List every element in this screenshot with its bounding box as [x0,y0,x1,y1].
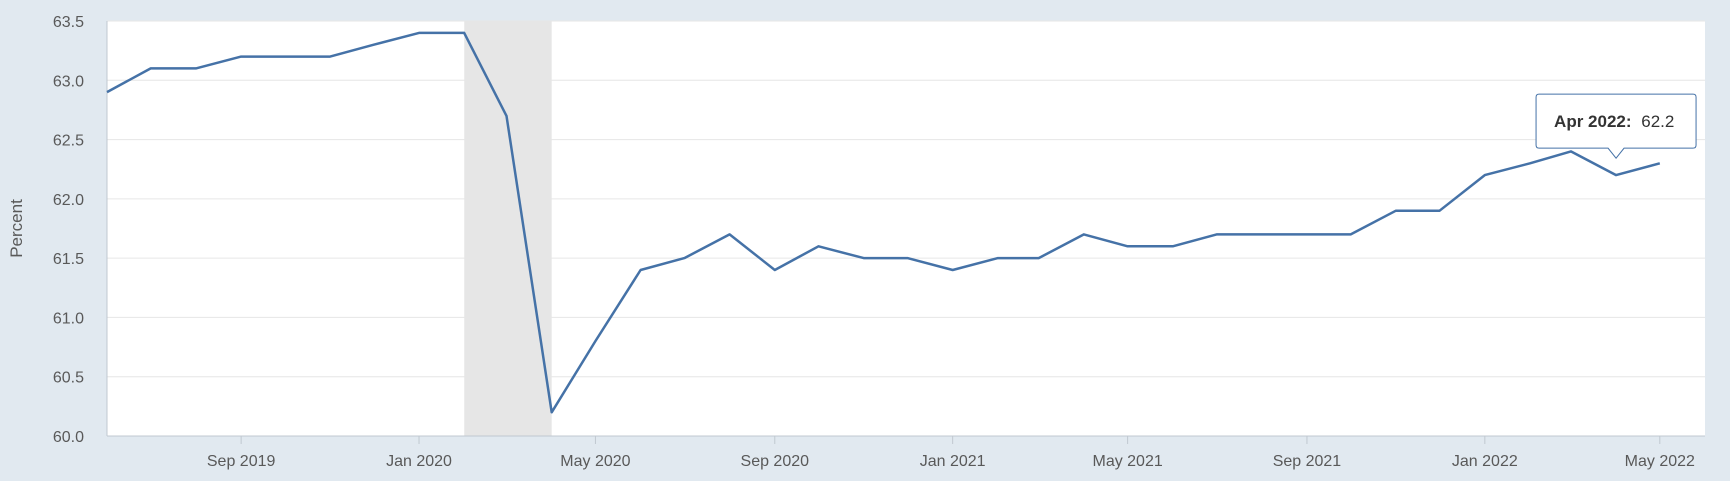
x-tick-label: May 2022 [1625,453,1695,470]
tooltip-label: Apr 2022: [1554,112,1631,131]
data-point[interactable] [1259,231,1265,237]
data-point[interactable] [638,267,644,273]
data-point[interactable] [1214,231,1220,237]
plot-area [107,21,1705,436]
y-tick-label: 61.0 [53,310,84,327]
shaded-period [464,21,552,436]
data-point[interactable] [193,65,199,71]
x-tick-label: Sep 2019 [207,453,276,470]
y-tick-label: 60.0 [53,429,84,446]
data-point[interactable] [504,113,510,119]
data-point[interactable] [772,267,778,273]
data-point[interactable] [1568,148,1574,154]
x-tick-label: May 2021 [1092,453,1162,470]
data-point[interactable] [904,255,910,261]
tooltip-box [1535,93,1697,159]
data-point[interactable] [416,30,422,36]
y-tick-label: 63.0 [53,73,84,90]
data-point[interactable] [1081,231,1087,237]
x-tick-label: May 2020 [560,453,630,470]
x-tick-label: Sep 2021 [1273,453,1342,470]
data-point[interactable] [327,54,333,60]
data-point[interactable] [371,42,377,48]
x-axis: Sep 2019 Jan 2020 May 2020 Sep 2020 Jan 2021… [106,21,1705,470]
data-point[interactable] [1527,160,1533,166]
tooltip-value: 62.2 [1641,112,1674,131]
data-point[interactable] [1304,231,1310,237]
data-point[interactable] [681,255,687,261]
data-point[interactable] [995,255,1001,261]
x-tick-label: Jan 2021 [920,453,986,470]
data-point[interactable] [104,89,110,95]
data-point[interactable] [816,243,822,249]
tooltip-text: Apr 2022: 62.2 [1554,112,1674,131]
y-tick-label: 62.0 [53,192,84,209]
data-point[interactable] [549,409,555,415]
data-point[interactable] [1393,208,1399,214]
data-point[interactable] [148,65,154,71]
x-tick-label: Jan 2022 [1452,453,1518,470]
y-axis-tick-labels: 60.0 60.5 61.0 61.5 62.0 62.5 63.0 63.5 [53,14,84,446]
y-tick-label: 60.5 [53,370,84,387]
data-point[interactable] [1348,231,1354,237]
data-point[interactable] [282,54,288,60]
data-point[interactable] [861,255,867,261]
data-point[interactable] [1657,160,1663,166]
series-line[interactable] [106,31,1661,414]
data-point[interactable] [1437,208,1443,214]
data-point[interactable] [1482,172,1488,178]
y-axis-title: Percent [7,199,26,258]
y-tick-label: 63.5 [53,14,84,31]
data-point[interactable] [950,267,956,273]
data-point[interactable] [1170,243,1176,249]
data-point[interactable] [238,54,244,60]
x-tick-label: Jan 2020 [386,453,452,470]
data-point[interactable] [1613,172,1619,178]
y-tick-label: 61.5 [53,251,84,268]
data-point[interactable] [727,231,733,237]
tooltip: Apr 2022: 62.2 [1535,93,1697,159]
x-tick-label: Sep 2020 [741,453,810,470]
data-point[interactable] [1125,243,1131,249]
data-point[interactable] [592,338,598,344]
data-point[interactable] [461,30,467,36]
y-tick-label: 62.5 [53,133,84,150]
data-point[interactable] [1036,255,1042,261]
